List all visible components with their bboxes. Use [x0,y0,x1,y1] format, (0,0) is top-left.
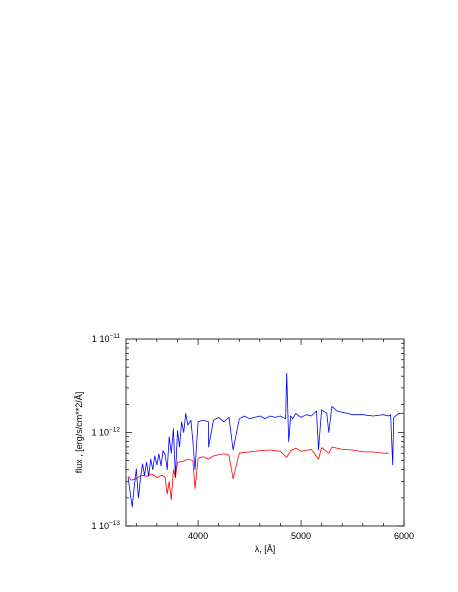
series-layer [127,372,404,508]
y-tick-label: 1 10−11 [92,333,120,344]
y-axis-label: flux , [erg/s/cm**2/Å] [74,392,84,474]
labels-layer: 4000 5000 6000 1 10−13 1 10−12 1 10−11 [91,333,414,541]
x-tick-label: 4000 [188,531,208,541]
x-axis-label: λ, [Å] [255,544,276,554]
ticks-layer [126,339,405,527]
plot-frame [125,338,405,527]
series-line-1 [127,446,389,501]
y-tick-label: 1 10−13 [91,520,120,531]
series-line-2 [127,372,404,508]
x-tick-label: 6000 [394,531,414,541]
x-tick-label: 5000 [291,531,311,541]
y-tick-label: 1 10−12 [91,427,120,438]
